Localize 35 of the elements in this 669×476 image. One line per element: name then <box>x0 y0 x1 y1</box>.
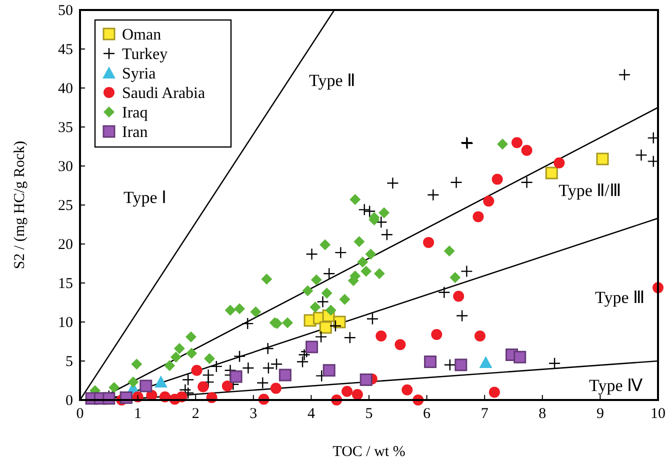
annotation: Type Ⅱ/Ⅲ <box>558 181 622 200</box>
legend-label: Saudi Arabia <box>122 85 206 102</box>
annotation: Type Ⅳ <box>589 376 643 395</box>
y-tick-label: 10 <box>58 315 73 331</box>
annotation: Type Ⅰ <box>124 188 166 207</box>
y-tick-label: 0 <box>66 393 73 409</box>
x-tick-label: 7 <box>480 406 489 422</box>
annotation: Type Ⅲ <box>595 288 645 307</box>
y-tick-label: 30 <box>58 159 73 175</box>
x-tick-label: 8 <box>538 406 546 422</box>
legend-label: Iraq <box>122 104 148 122</box>
x-tick-label: 3 <box>250 406 258 422</box>
x-tick-label: 4 <box>307 406 316 422</box>
legend-label: Turkey <box>122 46 168 63</box>
y-tick-label: 5 <box>66 354 73 370</box>
legend-label: Syria <box>122 66 156 82</box>
y-tick-label: 45 <box>58 42 73 58</box>
y-tick-label: 40 <box>58 81 73 97</box>
legend-label: Oman <box>122 26 162 44</box>
x-tick-label: 9 <box>596 406 604 422</box>
y-tick-label: 25 <box>58 198 73 214</box>
x-tick-label: 10 <box>650 406 666 422</box>
x-tick-label: 5 <box>365 406 373 422</box>
y-tick-label: 20 <box>58 237 73 253</box>
x-tick-label: 6 <box>423 406 432 422</box>
x-tick-label: 2 <box>192 406 200 422</box>
x-tick-label: 0 <box>76 406 84 422</box>
x-tick-label: 1 <box>134 406 142 422</box>
x-axis-title: TOC / wt % <box>332 444 406 460</box>
annotation: Type Ⅱ <box>309 71 355 90</box>
legend-label: Iran <box>122 124 148 141</box>
y-tick-label: 35 <box>58 120 73 136</box>
y-tick-label: 15 <box>58 276 73 292</box>
y-axis-title: S2 / (mg HC/g Rock) <box>12 140 28 270</box>
y-tick-label: 50 <box>58 3 73 19</box>
